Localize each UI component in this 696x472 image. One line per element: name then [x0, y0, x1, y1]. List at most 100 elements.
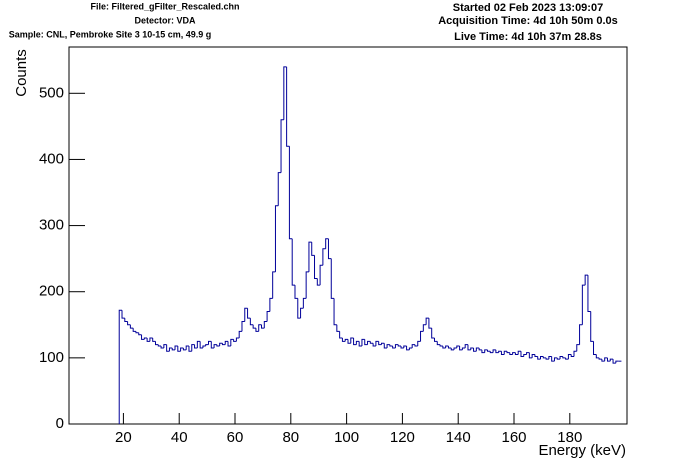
histogram-bin [350, 337, 354, 344]
histogram-bin [498, 350, 502, 353]
file-label: File: Filtered_gFilter_Rescaled.chn [90, 1, 239, 11]
histogram-bin [590, 311, 594, 342]
histogram-bin [595, 354, 600, 359]
histogram-bin [475, 347, 480, 352]
histogram-bin [551, 356, 555, 362]
histogram-bin [213, 344, 217, 348]
histogram-bin [447, 345, 452, 349]
histogram-bin [182, 347, 187, 351]
histogram-bin [570, 354, 574, 358]
histogram-bin [336, 324, 340, 332]
histogram-bin [249, 318, 254, 326]
histogram-bin [386, 344, 390, 348]
histogram-bin [520, 351, 524, 358]
histogram-bin [606, 357, 611, 362]
histogram-bin [316, 278, 321, 286]
histogram-bin [355, 340, 360, 345]
y-tick-label: 0 [56, 415, 64, 432]
histogram-bin [556, 357, 561, 360]
x-tick-label: 60 [227, 429, 244, 446]
histogram-bin [333, 298, 337, 326]
y-tick-label: 200 [39, 283, 64, 300]
histogram-bin [394, 344, 399, 348]
x-tick-label: 80 [282, 429, 299, 446]
histogram-bin [565, 357, 569, 360]
histogram-bin [121, 310, 125, 319]
histogram-bin [406, 345, 410, 351]
x-tick-label: 20 [115, 429, 132, 446]
acquisition-label: Acquisition Time: 4d 10h 50m 0.0s [438, 15, 618, 27]
histogram-bin [266, 311, 270, 322]
histogram-bin [154, 341, 159, 346]
histogram-bin [445, 345, 449, 348]
histogram-bin [210, 341, 215, 349]
histogram-bin [135, 331, 139, 334]
histogram-bin [166, 344, 170, 352]
histogram-bin [124, 318, 128, 322]
x-tick-label: 180 [557, 429, 582, 446]
histogram-bin [492, 349, 496, 353]
histogram-bin [545, 357, 549, 360]
histogram-bin [495, 349, 499, 354]
histogram-bin [473, 347, 477, 352]
histogram-bin [297, 298, 301, 319]
histogram-bin [540, 356, 544, 360]
histogram-bin [481, 349, 485, 354]
histogram-bin [367, 340, 371, 345]
histogram-bin [174, 345, 178, 350]
histogram-bin [593, 341, 597, 356]
histogram-bin [247, 308, 251, 319]
histogram-bin [311, 242, 315, 256]
histogram-bin [542, 356, 547, 359]
histogram-bin [132, 328, 136, 332]
histogram-bin [205, 344, 209, 346]
histogram-bin [233, 339, 237, 342]
histogram-bin [224, 340, 229, 345]
histogram-bin [272, 271, 276, 299]
histogram-bin [461, 347, 466, 350]
histogram-bin [425, 317, 429, 325]
histogram-bin [523, 354, 527, 357]
histogram-bin [141, 334, 145, 340]
histogram-bin [277, 172, 282, 206]
histogram-bin [528, 352, 533, 359]
y-axis-label: Counts [13, 49, 30, 97]
histogram-bin [322, 248, 326, 266]
histogram-bin [146, 338, 150, 342]
histogram-bin [258, 324, 262, 332]
histogram-bin [143, 337, 148, 340]
histogram-bin [216, 344, 220, 347]
histogram-bin [238, 330, 242, 339]
histogram-bin [294, 285, 298, 299]
histogram-bin [171, 347, 176, 351]
histogram-bin [244, 307, 248, 322]
histogram-bin [372, 343, 376, 347]
histogram-bin [526, 352, 530, 355]
histogram-bin [581, 284, 586, 325]
histogram-bin [227, 341, 231, 347]
histogram-bin [149, 337, 153, 342]
histogram-bin [553, 357, 558, 362]
histogram-bin [506, 351, 510, 354]
detector-label: Detector: VDA [134, 15, 196, 25]
histogram-bin [537, 356, 541, 360]
histogram-bin [612, 359, 616, 364]
histogram-bin [397, 344, 402, 347]
histogram-bin [601, 359, 605, 362]
histogram-bin [118, 309, 123, 424]
histogram-bin [433, 338, 438, 342]
histogram-bin [339, 331, 343, 339]
livetime-label: Live Time: 4d 10h 37m 28.8s [454, 31, 602, 43]
histogram-bin [531, 354, 535, 358]
histogram-bin [138, 332, 142, 336]
histogram-bin [383, 343, 388, 349]
histogram-bin [180, 347, 184, 352]
histogram-bin [442, 345, 446, 349]
histogram-bin [202, 345, 206, 348]
histogram-bin [503, 350, 508, 355]
histogram-bin [453, 347, 457, 350]
histogram-bin [208, 340, 212, 345]
x-tick-label: 140 [446, 429, 471, 446]
histogram-bin [450, 347, 455, 351]
